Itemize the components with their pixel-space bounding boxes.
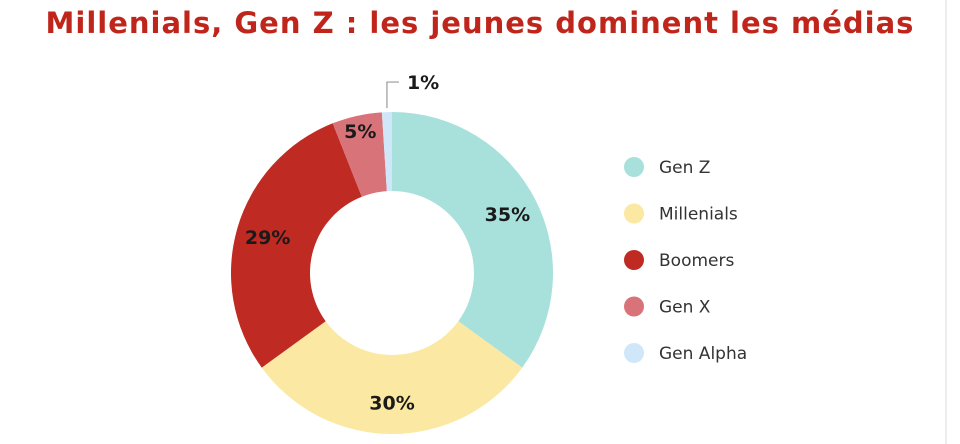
slice-gen-z bbox=[392, 112, 553, 368]
slice-labels: 35% 30% 29% 5% 1% bbox=[245, 72, 530, 414]
slice-gen-x bbox=[332, 112, 387, 197]
legend-label-millenials: Millenials bbox=[659, 205, 738, 225]
legend-swatch-gen-alpha bbox=[624, 343, 644, 363]
slice-millenials bbox=[261, 321, 523, 434]
legend-swatch-millenials bbox=[624, 203, 644, 224]
legend-swatch-gen-z bbox=[624, 157, 644, 177]
legend-label-gen-z: Gen Z bbox=[659, 158, 710, 178]
legend-label-boomers: Boomers bbox=[659, 251, 734, 271]
leader-line bbox=[386, 81, 399, 109]
page-title: Millenials, Gen Z : les jeunes dominent … bbox=[45, 6, 915, 40]
slice-label-millenials: 30% bbox=[369, 393, 414, 415]
right-border bbox=[945, 0, 947, 444]
slice-label-gen-alpha: 1% bbox=[407, 72, 439, 94]
legend-swatch-gen-x bbox=[624, 296, 644, 317]
legend-label-gen-alpha: Gen Alpha bbox=[659, 344, 747, 364]
slice-label-gen-x: 5% bbox=[344, 121, 376, 143]
legend-label-gen-x: Gen X bbox=[659, 298, 711, 318]
slice-label-gen-z: 35% bbox=[485, 204, 530, 226]
legend-swatch-boomers bbox=[624, 250, 644, 270]
slice-gen-alpha bbox=[381, 112, 392, 192]
donut-slices bbox=[231, 112, 553, 434]
slice-label-boomers: 29% bbox=[245, 227, 290, 249]
legend: Gen Z Millenials Boomers Gen X Gen Alpha bbox=[624, 157, 747, 364]
slice-boomers bbox=[231, 123, 362, 368]
